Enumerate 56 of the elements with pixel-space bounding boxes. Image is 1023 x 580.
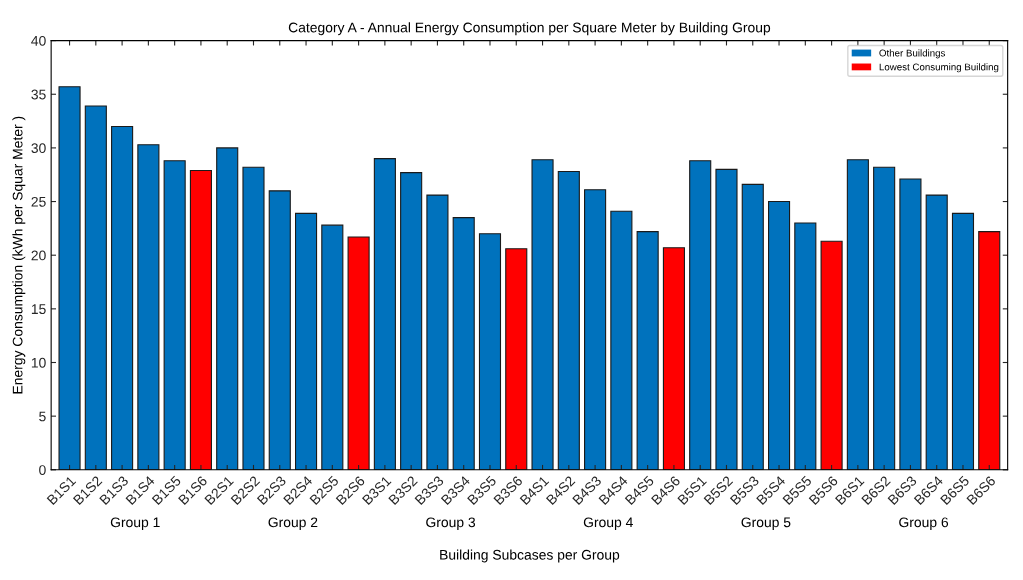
bar [662, 247, 685, 470]
y-tick-label: 25 [31, 196, 46, 207]
bar [715, 168, 738, 470]
bar [636, 231, 659, 470]
bar [400, 172, 423, 470]
y-axis-title: Energy Consumption (kWh per Squar Meter ) [12, 116, 26, 394]
legend-label: Other Buildings [879, 49, 946, 59]
bar [294, 212, 318, 470]
bar [767, 200, 791, 470]
y-tick-label: 5 [39, 411, 46, 422]
bar [58, 86, 81, 470]
y-tick-label: 30 [31, 143, 46, 154]
text: Group 6 [899, 517, 949, 530]
bar [846, 159, 869, 470]
bar [899, 178, 922, 470]
y-tick-label: 15 [31, 304, 46, 315]
bar [794, 222, 817, 470]
bar [111, 125, 134, 470]
y-tick-label: 20 [31, 250, 46, 261]
bar [478, 233, 502, 470]
bar [689, 160, 712, 470]
bar [321, 224, 344, 470]
bar [189, 169, 212, 470]
bar [373, 158, 396, 470]
bar [584, 189, 607, 470]
chart-title: Category A - Annual Energy Consumption per Square Meter by Building Group [288, 22, 771, 36]
bar [820, 240, 843, 470]
bar [925, 194, 948, 470]
bar [347, 236, 370, 470]
bar [741, 183, 764, 470]
bar [84, 105, 107, 470]
y-tick-label: 0 [39, 465, 46, 475]
legend-label: Lowest Consuming Building [879, 63, 999, 73]
bar [531, 159, 554, 470]
text: Group 3 [426, 517, 476, 530]
bar [268, 190, 291, 470]
bar [505, 248, 528, 470]
text: Group 1 [110, 517, 160, 530]
bar [426, 194, 449, 470]
bar [242, 166, 265, 470]
bar [951, 212, 975, 470]
bar [163, 160, 186, 470]
x-axis-title: Building Subcases per Group [440, 549, 620, 563]
bar [873, 166, 896, 470]
bar [216, 147, 239, 470]
text: Group 2 [268, 517, 318, 530]
bar [610, 210, 633, 470]
text: Group 5 [741, 517, 791, 530]
y-tick-label: 35 [31, 89, 46, 100]
y-tick-label: 40 [31, 35, 46, 46]
y-tick-label: 10 [31, 357, 46, 368]
bar [452, 217, 475, 470]
bar [137, 144, 160, 470]
bar [978, 231, 1001, 470]
bar [557, 170, 580, 470]
text: Group 4 [583, 517, 633, 530]
